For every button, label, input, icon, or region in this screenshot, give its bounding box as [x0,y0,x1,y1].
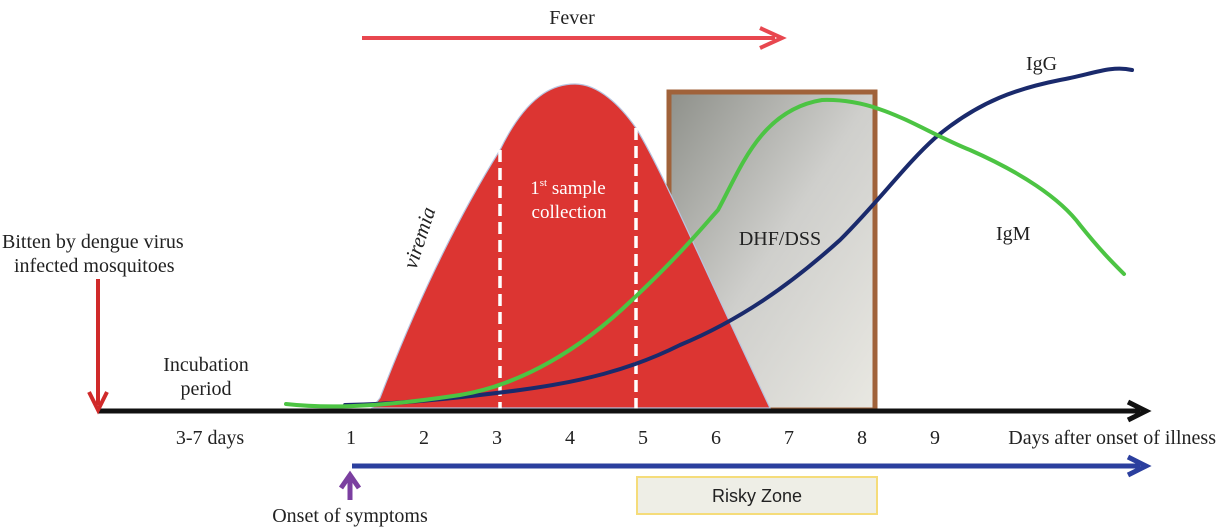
igm-curve [284,97,1126,409]
fever-arrow [362,26,787,50]
day-tick-2: 2 [419,427,429,449]
risky-zone-box [636,476,878,515]
day-tick-3: 3 [492,427,502,449]
day-tick-5: 5 [638,427,648,449]
incubation-label-line2: period [180,378,231,400]
day-tick-4: 4 [565,427,575,449]
days-axis [98,399,1152,423]
fever-label: Fever [549,7,595,29]
viremia-area [370,83,771,409]
bitten-label-line1: Bitten by dengue virus [2,231,184,253]
onset-arrow [338,470,362,500]
incubation-days-label: 3-7 days [176,427,245,449]
viremia-label: viremia [398,204,440,272]
igm-label: IgM [996,223,1031,245]
bitten-label-line2: infected mosquitoes [14,255,175,277]
day-tick-1: 1 [346,427,356,449]
onset-label: Onset of symptoms [272,505,428,527]
symptom-timeline-arrow [352,454,1152,478]
x-axis-label: Days after onset of illness [1008,427,1216,449]
day-tick-labels: 1 2 3 4 5 6 7 8 9 [346,427,940,449]
sample-word: sample [547,178,606,199]
day-tick-8: 8 [857,427,867,449]
dhf-dss-label: DHF/DSS [739,228,821,250]
sample-collection-label-line2: collection [532,202,607,223]
igg-label: IgG [1026,53,1057,75]
risky-zone-label: Risky Zone [712,486,802,506]
day-tick-6: 6 [711,427,721,449]
sample-collection-label-line1: 1st sample [530,177,605,199]
incubation-label-line1: Incubation [163,354,249,376]
sample-ordinal-suffix: st [540,177,547,189]
day-tick-9: 9 [930,427,940,449]
day-tick-7: 7 [784,427,794,449]
sample-ordinal: 1 [530,178,540,199]
igg-curve [343,66,1134,407]
bitten-arrow [87,279,109,415]
